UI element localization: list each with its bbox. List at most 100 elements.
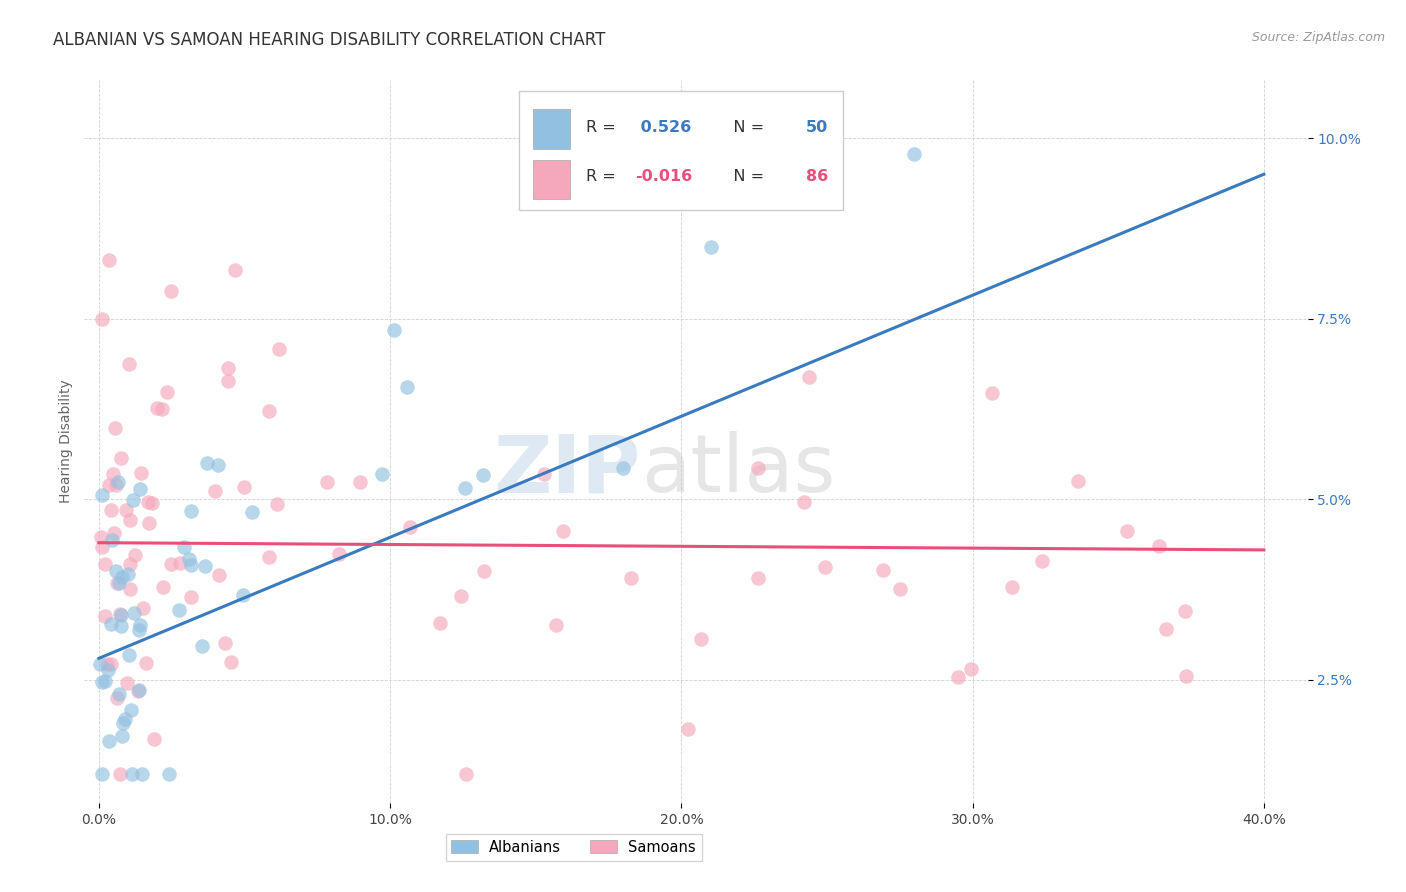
Point xyxy=(120,703,142,717)
Point xyxy=(105,576,128,591)
Point xyxy=(128,482,150,496)
Text: ALBANIAN VS SAMOAN HEARING DISABILITY CORRELATION CHART: ALBANIAN VS SAMOAN HEARING DISABILITY CO… xyxy=(53,31,606,49)
Point xyxy=(180,558,202,573)
Point xyxy=(690,632,713,646)
Point xyxy=(946,670,969,684)
Point xyxy=(1116,524,1139,538)
Text: 86: 86 xyxy=(806,169,828,184)
Point xyxy=(94,558,117,572)
Point xyxy=(180,591,202,605)
Point xyxy=(546,617,568,632)
Point xyxy=(1067,474,1090,488)
Point xyxy=(450,590,472,604)
Point xyxy=(91,675,114,690)
Text: 0.526: 0.526 xyxy=(636,120,692,135)
Point xyxy=(105,478,128,492)
Point xyxy=(110,607,132,622)
Point xyxy=(117,357,139,371)
Point xyxy=(399,520,422,534)
Point xyxy=(124,548,146,562)
Text: Source: ZipAtlas.com: Source: ZipAtlas.com xyxy=(1251,31,1385,45)
Point xyxy=(138,494,160,508)
Point xyxy=(129,466,152,480)
Point xyxy=(97,477,120,491)
Point xyxy=(232,588,254,602)
Text: R =: R = xyxy=(586,169,621,184)
Point xyxy=(195,456,218,470)
Point xyxy=(177,551,200,566)
Point xyxy=(122,607,145,621)
Point xyxy=(747,571,769,585)
Point xyxy=(131,767,153,781)
Point xyxy=(150,402,173,417)
Point xyxy=(115,502,138,516)
Point xyxy=(167,602,190,616)
Point xyxy=(121,767,143,781)
Point xyxy=(107,687,129,701)
Point xyxy=(94,608,117,623)
Point xyxy=(207,568,229,582)
FancyBboxPatch shape xyxy=(533,160,569,200)
Point xyxy=(89,657,111,671)
Point xyxy=(259,404,281,418)
Point xyxy=(138,516,160,530)
Point xyxy=(797,370,820,384)
Point xyxy=(217,375,239,389)
Point xyxy=(1031,554,1053,568)
Point xyxy=(100,657,122,672)
Point xyxy=(156,385,179,400)
Point xyxy=(111,569,134,583)
Point xyxy=(100,502,122,516)
Point xyxy=(793,495,815,509)
Legend: Albanians, Samoans: Albanians, Samoans xyxy=(446,834,702,861)
Point xyxy=(141,496,163,510)
Point xyxy=(104,564,127,578)
Point xyxy=(1147,539,1170,553)
Point xyxy=(108,575,131,590)
Text: N =: N = xyxy=(718,120,769,135)
Point xyxy=(1154,622,1177,636)
Point xyxy=(97,663,120,677)
Point xyxy=(872,563,894,577)
Point xyxy=(160,558,183,572)
Point xyxy=(160,284,183,298)
Point xyxy=(117,648,139,662)
Point xyxy=(472,467,495,482)
Point xyxy=(104,421,127,435)
Point xyxy=(143,731,166,746)
Point xyxy=(257,550,280,565)
Point xyxy=(100,617,122,632)
Point xyxy=(328,548,350,562)
Point xyxy=(111,730,134,744)
Point xyxy=(889,582,911,596)
Point xyxy=(551,524,574,539)
Point xyxy=(129,617,152,632)
Point xyxy=(370,467,392,481)
Point xyxy=(127,684,149,698)
FancyBboxPatch shape xyxy=(519,91,842,211)
Point xyxy=(533,467,555,482)
Point xyxy=(266,497,288,511)
Point xyxy=(903,146,925,161)
Point xyxy=(128,623,150,637)
Point xyxy=(108,607,131,621)
Point xyxy=(233,480,256,494)
Point xyxy=(91,488,114,502)
Point xyxy=(120,582,142,597)
Point xyxy=(699,240,721,254)
Point xyxy=(224,262,246,277)
Point xyxy=(173,541,195,555)
Point xyxy=(194,558,217,573)
Point xyxy=(108,767,131,781)
Text: ZIP: ZIP xyxy=(494,432,641,509)
Point xyxy=(90,767,112,781)
Text: atlas: atlas xyxy=(641,432,835,509)
Point xyxy=(128,683,150,698)
Point xyxy=(105,690,128,705)
Point xyxy=(960,662,983,676)
Point xyxy=(454,767,477,781)
Point xyxy=(98,734,121,748)
Point xyxy=(242,505,264,519)
Point xyxy=(98,253,121,268)
Text: -0.016: -0.016 xyxy=(636,169,692,184)
